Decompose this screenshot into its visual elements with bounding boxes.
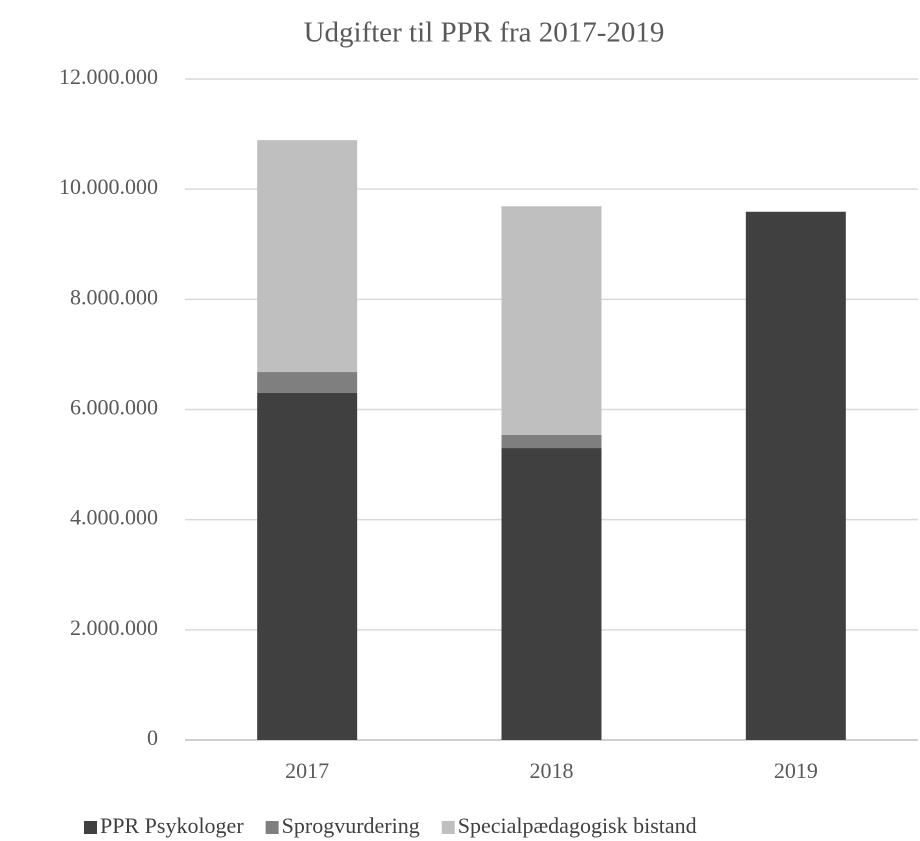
chart-title: Udgifter til PPR fra 2017-2019: [304, 17, 665, 49]
x-tick-label: 2019: [774, 758, 818, 783]
bar-segment: [501, 448, 602, 740]
y-tick-label: 12.000.000: [59, 64, 158, 89]
legend-swatch: [84, 821, 97, 834]
legend-label: Sprogvurdering: [282, 813, 420, 838]
bar-segment: [501, 206, 602, 435]
y-tick-label: 2.000.000: [70, 615, 158, 640]
legend-swatch: [441, 821, 455, 834]
legend-label: Specialpædagogisk bistand: [458, 813, 697, 838]
y-tick-label: 0: [147, 725, 158, 750]
bar-segment: [501, 434, 602, 449]
y-tick-label: 8.000.000: [70, 284, 158, 309]
bar-segment: [257, 392, 358, 740]
y-tick-label: 6.000.000: [70, 395, 158, 420]
x-tick-label: 2017: [285, 758, 329, 783]
legend-swatch: [265, 821, 279, 834]
bar-segment: [257, 140, 358, 373]
legend-label: PPR Psykologer: [100, 813, 244, 838]
y-tick-label: 10.000.000: [59, 174, 158, 199]
x-tick-label: 2018: [530, 758, 574, 783]
bar-segment: [257, 372, 358, 393]
bar-segment: [745, 211, 846, 740]
y-tick-label: 4.000.000: [70, 505, 158, 530]
